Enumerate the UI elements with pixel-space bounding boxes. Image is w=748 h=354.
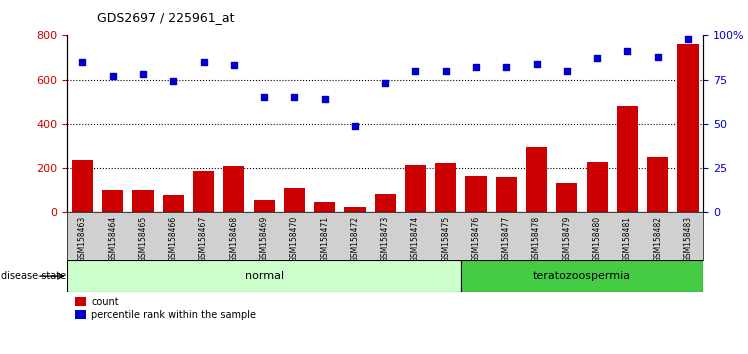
Text: GSM158474: GSM158474 [411, 216, 420, 262]
Text: GSM158466: GSM158466 [169, 216, 178, 262]
Bar [586, 161, 607, 212]
Text: GSM158472: GSM158472 [351, 216, 360, 262]
Point [228, 63, 240, 68]
Bar [375, 194, 396, 212]
Text: count: count [91, 297, 119, 307]
Text: GSM158470: GSM158470 [290, 216, 299, 262]
Point [440, 68, 452, 74]
Point [591, 56, 603, 61]
Text: GSM158464: GSM158464 [108, 216, 117, 262]
Bar [496, 177, 517, 212]
Point [530, 61, 542, 67]
Point [319, 96, 331, 102]
Bar [223, 166, 245, 212]
Text: GSM158483: GSM158483 [684, 216, 693, 262]
Text: GSM158481: GSM158481 [623, 216, 632, 262]
Text: GSM158482: GSM158482 [653, 216, 662, 262]
Bar [647, 157, 668, 212]
Bar [254, 200, 275, 212]
Bar [314, 202, 335, 212]
Point [289, 95, 301, 100]
Text: GSM158465: GSM158465 [138, 216, 147, 262]
Text: normal: normal [245, 271, 283, 281]
Bar [557, 183, 577, 212]
Text: GDS2697 / 225961_at: GDS2697 / 225961_at [97, 11, 235, 24]
Text: disease state: disease state [1, 271, 67, 281]
Text: GSM158469: GSM158469 [260, 216, 269, 262]
Point [622, 48, 634, 54]
Text: GSM158467: GSM158467 [199, 216, 208, 262]
Point [652, 54, 663, 59]
Point [76, 59, 88, 65]
Point [379, 80, 391, 86]
Text: GSM158477: GSM158477 [502, 216, 511, 262]
Bar [67, 260, 461, 292]
Text: GSM158479: GSM158479 [562, 216, 571, 262]
Bar [193, 171, 214, 212]
Point [470, 64, 482, 70]
Bar [102, 190, 123, 212]
Bar [617, 106, 638, 212]
Point [682, 36, 694, 42]
Bar [283, 188, 305, 212]
Bar [162, 195, 184, 212]
Point [349, 123, 361, 129]
Text: GSM158475: GSM158475 [441, 216, 450, 262]
Text: GSM158468: GSM158468 [230, 216, 239, 262]
Bar [678, 44, 699, 212]
Bar [344, 207, 366, 212]
Point [137, 72, 149, 77]
Point [409, 68, 421, 74]
Bar [405, 165, 426, 212]
Text: GSM158471: GSM158471 [320, 216, 329, 262]
Text: teratozoospermia: teratozoospermia [533, 271, 631, 281]
Bar [132, 190, 153, 212]
Point [500, 64, 512, 70]
Text: GSM158476: GSM158476 [471, 216, 480, 262]
Point [561, 68, 573, 74]
Bar [435, 162, 456, 212]
Bar [72, 160, 93, 212]
Point [107, 73, 119, 79]
Point [197, 59, 209, 65]
Text: GSM158473: GSM158473 [381, 216, 390, 262]
Bar [465, 176, 487, 212]
Bar [461, 260, 703, 292]
Text: GSM158478: GSM158478 [532, 216, 541, 262]
Text: GSM158463: GSM158463 [78, 216, 87, 262]
Text: GSM158480: GSM158480 [592, 216, 601, 262]
Point [258, 95, 270, 100]
Text: percentile rank within the sample: percentile rank within the sample [91, 310, 257, 320]
Point [168, 79, 180, 84]
Bar [526, 147, 548, 212]
